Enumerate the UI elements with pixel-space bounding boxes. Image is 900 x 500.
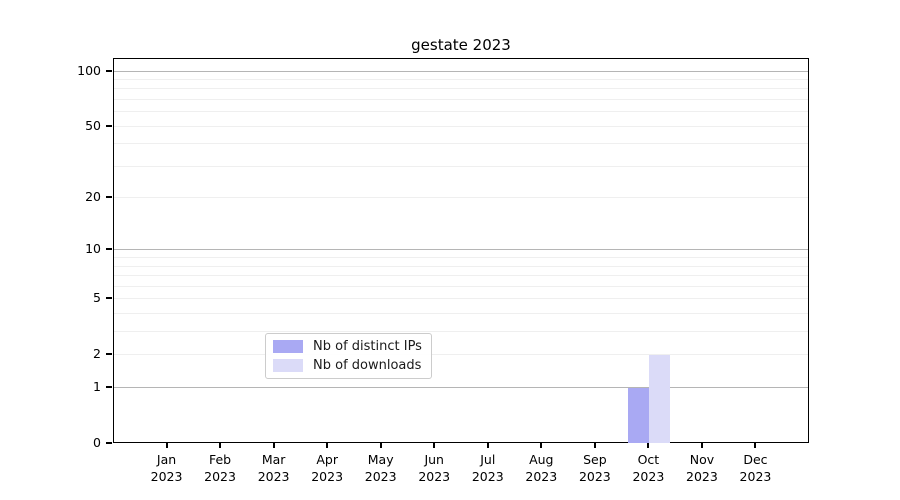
bar bbox=[628, 388, 650, 443]
legend-item: Nb of distinct IPs bbox=[273, 339, 422, 354]
y-axis-tick-label: 100 bbox=[77, 62, 101, 78]
x-axis-tick bbox=[379, 443, 382, 448]
y-gridline-minor bbox=[114, 257, 808, 259]
legend-label: Nb of downloads bbox=[313, 358, 422, 373]
x-axis-tick-label: Jun 2023 bbox=[418, 452, 451, 484]
y-axis-tick-label: 10 bbox=[85, 241, 101, 257]
legend-item: Nb of downloads bbox=[273, 358, 422, 373]
y-axis-tick-label: 50 bbox=[85, 117, 101, 133]
x-axis-tick-label: May 2023 bbox=[364, 452, 397, 484]
y-gridline-minor bbox=[114, 285, 808, 287]
plot-area bbox=[113, 58, 809, 443]
x-axis-tick-label: Jan 2023 bbox=[150, 452, 183, 484]
y-axis-tick-label: 2 bbox=[93, 346, 101, 362]
y-gridline-minor bbox=[114, 331, 808, 333]
x-axis-tick-label: Dec 2023 bbox=[739, 452, 772, 484]
y-gridline-minor bbox=[114, 275, 808, 277]
chart-title: gestate 2023 bbox=[411, 36, 511, 54]
x-axis-tick bbox=[326, 443, 329, 448]
y-gridline-minor bbox=[114, 78, 808, 80]
y-gridline-major bbox=[114, 70, 808, 72]
y-axis-tick-label: 5 bbox=[93, 290, 101, 306]
y-axis-tick bbox=[106, 442, 112, 444]
legend-label: Nb of distinct IPs bbox=[313, 339, 422, 354]
x-axis-tick-label: Aug 2023 bbox=[525, 452, 558, 484]
x-axis-tick-label: Oct 2023 bbox=[632, 452, 665, 484]
y-gridline-minor bbox=[114, 313, 808, 315]
y-axis-tick bbox=[106, 124, 112, 127]
y-gridline-minor bbox=[114, 165, 808, 167]
bar bbox=[649, 355, 671, 443]
x-axis-tick bbox=[486, 443, 489, 448]
x-axis-tick-label: Jul 2023 bbox=[471, 452, 504, 484]
x-axis-tick bbox=[272, 443, 275, 448]
x-axis-tick bbox=[219, 443, 222, 448]
x-axis-tick-label: Apr 2023 bbox=[311, 452, 344, 484]
x-axis-tick-label: Feb 2023 bbox=[204, 452, 236, 484]
legend-swatch bbox=[273, 340, 303, 353]
y-axis-tick bbox=[106, 353, 112, 356]
y-gridline-minor bbox=[114, 265, 808, 267]
y-gridline-minor bbox=[114, 125, 808, 127]
x-axis-tick bbox=[540, 443, 543, 448]
y-gridline-minor bbox=[114, 98, 808, 100]
x-axis-tick bbox=[165, 443, 168, 448]
x-axis-tick-label: Sep 2023 bbox=[578, 452, 611, 484]
x-axis-tick-label: Nov 2023 bbox=[686, 452, 718, 484]
x-axis-tick bbox=[433, 443, 436, 448]
y-axis-tick bbox=[106, 248, 112, 251]
x-axis-tick bbox=[700, 443, 703, 448]
y-gridline-major bbox=[114, 387, 808, 389]
x-axis-tick bbox=[647, 443, 650, 448]
y-axis-tick-label: 20 bbox=[85, 189, 101, 205]
x-axis-tick bbox=[593, 443, 596, 448]
y-gridline-minor bbox=[114, 298, 808, 300]
legend-swatch bbox=[273, 359, 303, 372]
y-gridline-minor bbox=[114, 88, 808, 90]
legend: Nb of distinct IPs Nb of downloads bbox=[265, 333, 432, 379]
y-axis-tick-label: 0 bbox=[93, 435, 101, 450]
y-axis-tick bbox=[106, 69, 112, 72]
y-axis-tick bbox=[106, 196, 112, 199]
x-axis-tick bbox=[754, 443, 757, 448]
y-gridline-minor bbox=[114, 111, 808, 113]
y-axis-tick bbox=[106, 386, 112, 389]
y-gridline-minor bbox=[114, 354, 808, 356]
y-axis-tick-label: 1 bbox=[93, 379, 101, 395]
x-axis-tick-label: Mar 2023 bbox=[257, 452, 290, 484]
y-gridline-minor bbox=[114, 197, 808, 199]
y-axis-tick bbox=[106, 297, 112, 300]
y-gridline-minor bbox=[114, 143, 808, 145]
y-gridline-major bbox=[114, 249, 808, 251]
